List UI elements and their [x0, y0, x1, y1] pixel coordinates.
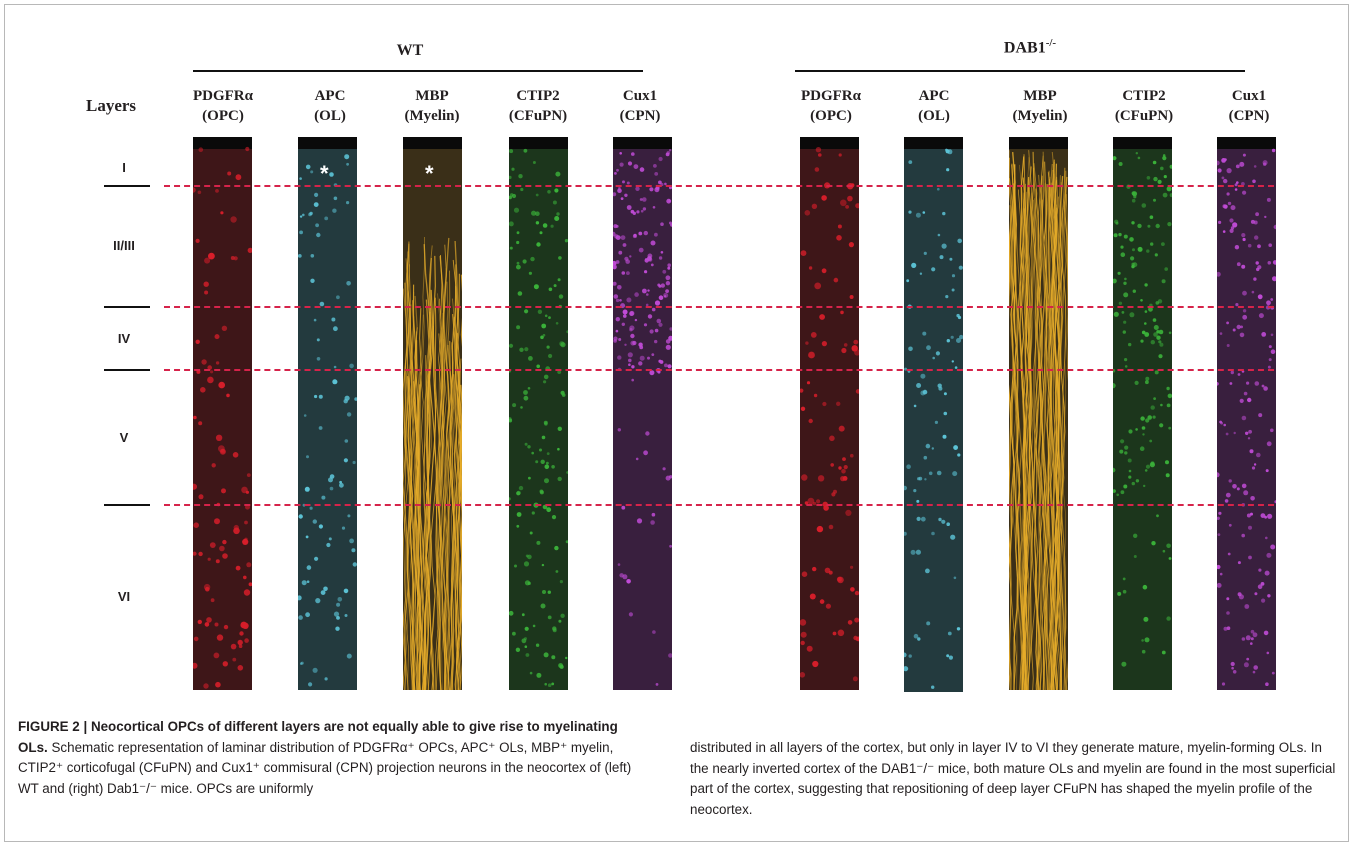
layer-label-v: V — [119, 430, 129, 445]
layer-label-vi: VI — [117, 589, 131, 604]
wt-header-apc: APC (OL) — [314, 88, 346, 124]
dab1-header-ctip2: CTIP2 (CFuPN) — [1114, 88, 1174, 124]
layer-label-ii-iii: II/III — [113, 238, 135, 253]
wt-group-title: WT — [396, 42, 424, 59]
layer-tick — [104, 306, 150, 308]
layer-label-iv: IV — [117, 331, 131, 346]
layer-boundary-line — [164, 504, 1274, 506]
layer-boundary-line — [164, 369, 1274, 371]
micrograph-texture — [904, 137, 963, 692]
asterisk-apc: * — [320, 161, 329, 186]
asterisk-mbp: * — [425, 161, 434, 186]
caption-left: FIGURE 2 | Neocortical OPCs of different… — [18, 717, 644, 799]
dab1-strip-apc — [904, 137, 963, 692]
layer-tick — [104, 504, 150, 506]
dab1-header-cux1: Cux1 (CPN) — [1228, 88, 1270, 124]
dab1-header-pdgfra: PDGFRα (OPC) — [800, 88, 862, 124]
wt-strip-pdgfra — [193, 137, 252, 690]
layers-heading: Layers — [86, 96, 137, 115]
layer-label-i: I — [122, 160, 126, 175]
layer-boundary-line — [164, 185, 1274, 187]
dab1-group-rule — [795, 70, 1245, 72]
dab1-header-apc: APC (OL) — [918, 88, 950, 124]
wt-strip-apc — [298, 137, 357, 690]
wt-strip-cux1 — [613, 137, 672, 690]
micrograph-texture — [298, 137, 357, 690]
micrograph-texture — [509, 137, 568, 690]
wt-group-rule — [193, 70, 643, 72]
wt-header-cux1: Cux1 (CPN) — [619, 88, 661, 124]
figure-frame — [4, 4, 1349, 842]
micrograph-texture — [1009, 137, 1068, 690]
dab1-strip-mbp — [1009, 137, 1068, 690]
micrograph-texture — [1217, 137, 1276, 690]
wt-header-pdgfra: PDGFRα (OPC) — [192, 88, 254, 124]
micrograph-texture — [403, 137, 462, 690]
wt-strip-ctip2 — [509, 137, 568, 690]
micrograph-texture — [613, 137, 672, 690]
dab1-strip-pdgfra — [800, 137, 859, 690]
micrograph-texture — [1113, 137, 1172, 690]
dab1-strip-ctip2 — [1113, 137, 1172, 690]
wt-header-mbp: MBP (Myelin) — [404, 88, 460, 124]
caption-right: distributed in all layers of the cortex,… — [690, 738, 1340, 820]
micrograph-texture — [800, 137, 859, 690]
dab1-group-title: DAB1-/- — [1003, 37, 1057, 57]
layer-tick — [104, 369, 150, 371]
layer-boundary-line — [164, 306, 1274, 308]
dab1-strip-cux1 — [1217, 137, 1276, 690]
layer-tick — [104, 185, 150, 187]
wt-header-ctip2: CTIP2 (CFuPN) — [508, 88, 568, 124]
caption-right-text: distributed in all layers of the cortex,… — [690, 740, 1336, 817]
micrograph-texture — [193, 137, 252, 690]
caption-left-text: Schematic representation of laminar dist… — [18, 739, 632, 796]
dab1-header-mbp: MBP (Myelin) — [1012, 88, 1068, 124]
caption-title: FIGURE 2 | Neocortical OPCs of different… — [18, 719, 618, 755]
wt-strip-mbp — [403, 137, 462, 690]
